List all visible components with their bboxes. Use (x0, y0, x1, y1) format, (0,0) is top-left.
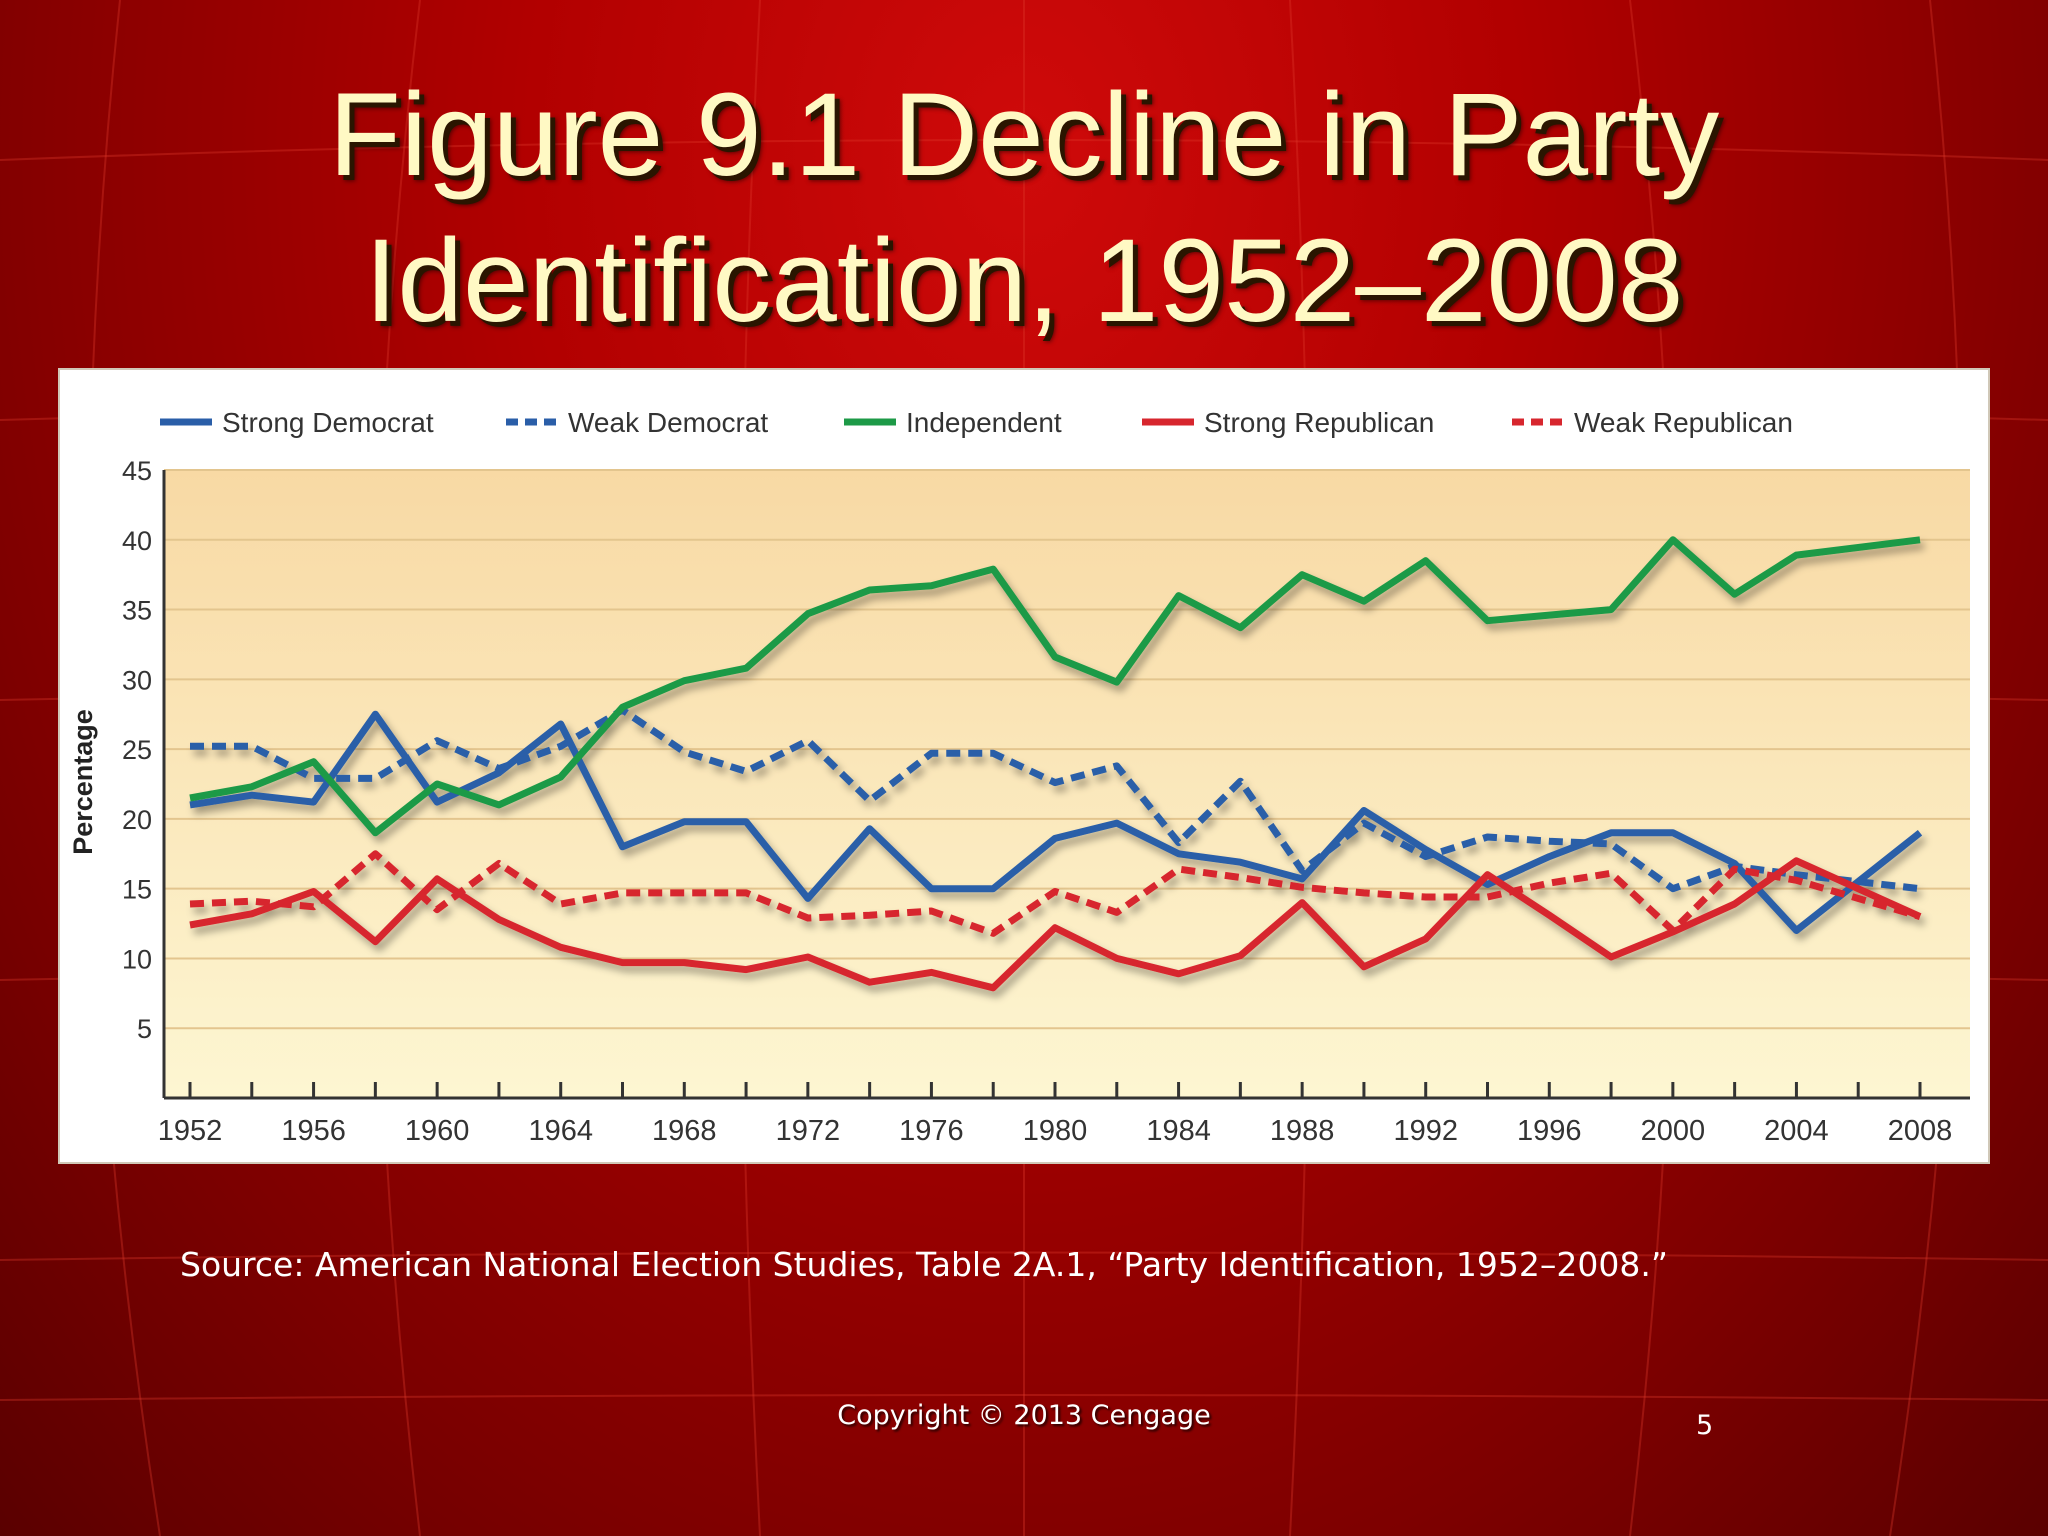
party-identification-chart: 5 10 15 20 25 30 35 40 45 1952 1956 1960 1964 1968 197… (68, 407, 1970, 1147)
x-tick-label-1972: 1972 (776, 1115, 841, 1147)
y-tick-label-15: 15 (122, 875, 152, 905)
x-tick-label-1968: 1968 (652, 1115, 717, 1147)
y-tick-label-5: 5 (137, 1014, 152, 1044)
page-number: 5 (1696, 1410, 1714, 1441)
x-tick-label-1988: 1988 (1270, 1115, 1335, 1147)
x-tick-label-1996: 1996 (1517, 1115, 1582, 1147)
series-line-weak-republican (189, 850, 1921, 937)
x-tick-label-1960: 1960 (405, 1115, 470, 1147)
y-axis-label: Percentage (68, 709, 98, 855)
chart-panel: 5 10 15 20 25 30 35 40 45 1952 1956 1960 1964 1968 197… (58, 368, 1990, 1164)
legend-label-strong-democrat: Strong Democrat (222, 407, 434, 438)
x-tick-label-2008: 2008 (1888, 1115, 1953, 1147)
y-tick-label-40: 40 (122, 526, 152, 556)
x-tick-label-1952: 1952 (158, 1115, 223, 1147)
series-line-independent (189, 536, 1921, 837)
copyright-text: Copyright © 2013 Cengage (837, 1400, 1211, 1431)
slide-title-line-1: Figure 9.1 Decline in Party (328, 69, 1720, 201)
series-line-strong-republican (189, 857, 1922, 992)
slide-title: Figure 9.1 Decline in Party Identificati… (0, 62, 2048, 354)
legend-label-strong-republican: Strong Republican (1204, 407, 1434, 438)
y-tick-label-30: 30 (122, 665, 152, 695)
legend-label-independent: Independent (906, 407, 1062, 438)
y-tick-label-10: 10 (122, 944, 152, 974)
y-tick-label-45: 45 (122, 456, 152, 486)
legend-label-weak-democrat: Weak Democrat (568, 407, 768, 438)
plot-area (164, 470, 1970, 1098)
x-tick-label-1956: 1956 (281, 1115, 346, 1147)
legend-label-weak-republican: Weak Republican (1574, 407, 1793, 438)
x-tick-label-1964: 1964 (528, 1115, 593, 1147)
source-note: Source: American National Election Studi… (180, 1245, 1668, 1284)
x-tick-label-1992: 1992 (1393, 1115, 1458, 1147)
slide-title-line-2: Identification, 1952–2008 (364, 215, 1684, 347)
x-tick-label-2000: 2000 (1641, 1115, 1706, 1147)
y-tick-label-35: 35 (122, 596, 152, 626)
y-tick-label-20: 20 (122, 805, 152, 835)
x-tick-label-2004: 2004 (1764, 1115, 1829, 1147)
y-tick-label-25: 25 (122, 735, 152, 765)
series-line-weak-democrat (190, 706, 1921, 893)
x-tick-label-1980: 1980 (1023, 1115, 1088, 1147)
x-tick-label-1984: 1984 (1146, 1115, 1211, 1147)
x-tick-label-1976: 1976 (899, 1115, 964, 1147)
